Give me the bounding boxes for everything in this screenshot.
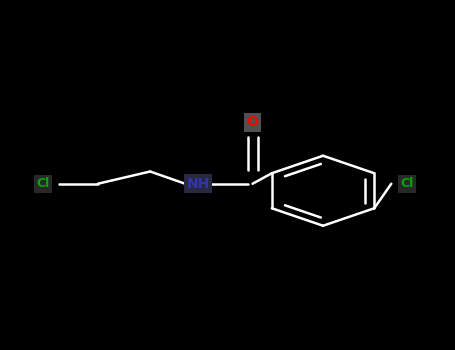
Text: O: O — [247, 116, 258, 130]
Text: NH: NH — [186, 177, 210, 191]
Text: Cl: Cl — [36, 177, 50, 190]
Text: Cl: Cl — [400, 177, 414, 190]
